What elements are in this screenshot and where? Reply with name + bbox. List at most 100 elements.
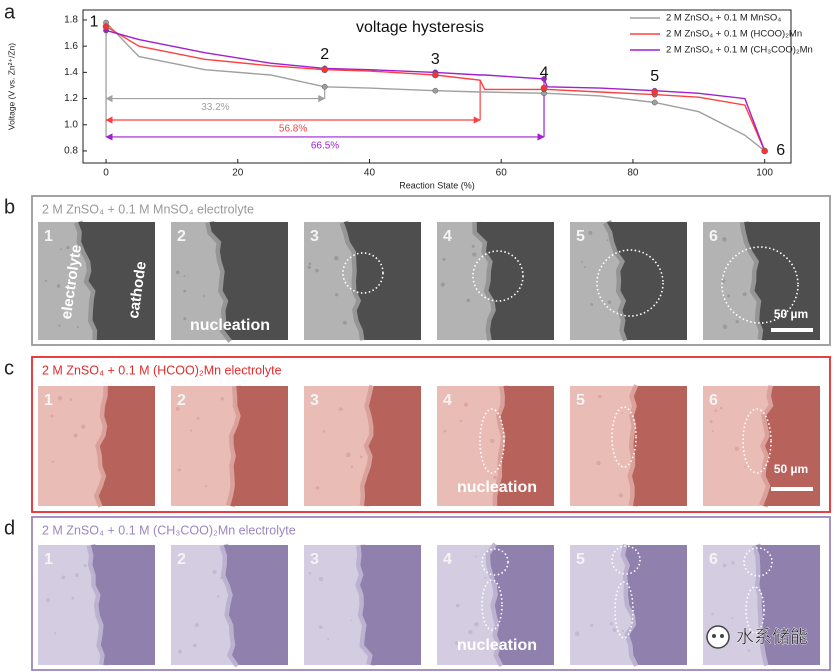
highlight-ring	[481, 579, 503, 631]
texture-dot	[56, 284, 61, 288]
texture-dot	[621, 629, 625, 633]
cathode-region	[78, 222, 155, 340]
texture-dot	[442, 257, 446, 261]
tile-number: 5	[576, 551, 585, 568]
series-marker	[321, 83, 328, 90]
texture-dot	[192, 643, 197, 648]
texture-dot	[475, 555, 478, 558]
texture-dot	[308, 572, 312, 575]
state-point	[540, 84, 548, 92]
texture-dot	[460, 486, 465, 491]
texture-dot	[57, 395, 63, 401]
texture-dot	[471, 244, 475, 248]
x-tick-label: 20	[232, 168, 244, 179]
micrograph: 3	[304, 220, 421, 341]
texture-dot	[443, 429, 447, 433]
highlight-ring	[342, 252, 384, 294]
texture-dot	[598, 394, 602, 399]
legend-label: 2 M ZnSO₄ + 0.1 M (HCOO)₂Mn	[666, 29, 802, 40]
micrograph: 6 50 µm	[703, 221, 820, 341]
panel-letter: b	[4, 196, 15, 218]
texture-dot	[51, 460, 55, 463]
cathode-region	[763, 386, 820, 506]
texture-dot	[621, 411, 624, 414]
panel-header: 2 M ZnSO₄ + 0.1 M (HCOO)₂Mn electrolyte	[42, 363, 282, 377]
y-axis-label: Voltage (V vs. Zn²⁺/Zn)	[6, 43, 16, 130]
legend-label: 2 M ZnSO₄ + 0.1 M (CH₃COO)₂Mn	[666, 45, 813, 56]
texture-dot	[313, 554, 318, 559]
x-tick-label: 40	[364, 168, 376, 179]
texture-dot	[194, 623, 199, 628]
texture-dot	[711, 612, 714, 616]
texture-dot	[74, 573, 79, 578]
y-tick-label: 1.0	[64, 119, 78, 130]
cathode-region	[364, 386, 421, 506]
x-tick-label: 80	[627, 168, 639, 179]
texture-dot	[338, 407, 343, 412]
tile-number: 2	[177, 551, 186, 568]
texture-dot	[220, 397, 224, 401]
highlight-ring	[479, 408, 505, 474]
state-label: 6	[776, 142, 785, 159]
cathode-region	[209, 222, 288, 340]
tile-number: 5	[576, 392, 585, 409]
state-label: 3	[431, 51, 440, 68]
texture-dot	[709, 420, 713, 424]
boundary-glow	[739, 221, 768, 341]
texture-dot	[50, 414, 54, 418]
texture-dot	[307, 265, 311, 269]
texture-dot	[618, 493, 623, 498]
texture-dot	[189, 429, 193, 432]
texture-dot	[720, 406, 723, 410]
plot-frame	[82, 9, 792, 164]
tile-number: 4	[443, 551, 452, 568]
tile-number: 1	[44, 228, 53, 245]
texture-dot	[579, 403, 582, 407]
texture-dot	[574, 631, 580, 637]
texture-dot	[58, 324, 61, 327]
y-tick-label: 1.4	[64, 67, 78, 78]
tile-number: 3	[310, 228, 319, 245]
texture-dot	[722, 563, 727, 568]
boundary-glow	[219, 543, 243, 668]
texture-dot	[350, 465, 354, 468]
series-marker	[541, 76, 547, 82]
texture-dot	[334, 255, 339, 261]
panel-header: 2 M ZnSO₄ + 0.1 M MnSO₄ electrolyte	[42, 202, 254, 216]
texture-dot	[596, 460, 601, 466]
tile-note: nucleation	[457, 479, 537, 496]
tile-number: 4	[443, 228, 452, 245]
texture-dot	[46, 598, 50, 603]
texture-dot	[71, 596, 75, 600]
cathode-region	[343, 222, 421, 340]
texture-dot	[493, 475, 497, 480]
scale-bar	[771, 328, 813, 332]
texture-dot	[335, 293, 339, 297]
cathode-region	[360, 545, 421, 665]
texture-dot	[183, 317, 187, 321]
tile-note: 50 µm	[774, 307, 808, 321]
micrograph: 1	[38, 385, 155, 508]
texture-dot	[459, 419, 462, 422]
texture-dot	[178, 649, 183, 654]
texture-dot	[731, 617, 734, 620]
texture-dot	[196, 416, 200, 420]
highlight-ring	[743, 547, 773, 577]
panel-letter: c	[4, 357, 14, 379]
span-label: 33.2%	[201, 102, 229, 113]
texture-dot	[466, 298, 470, 303]
state-point	[761, 147, 768, 155]
state-point	[321, 66, 329, 74]
texture-dot	[606, 239, 609, 242]
texture-dot	[747, 648, 751, 652]
texture-dot	[175, 270, 180, 275]
tile-number: 1	[44, 392, 53, 409]
panel-frame	[31, 356, 831, 513]
texture-dot	[463, 402, 469, 407]
micrograph: 4 nucleation	[437, 385, 554, 506]
texture-dot	[69, 398, 73, 401]
micrograph: 5	[570, 544, 687, 667]
tile-number: 4	[443, 392, 452, 409]
